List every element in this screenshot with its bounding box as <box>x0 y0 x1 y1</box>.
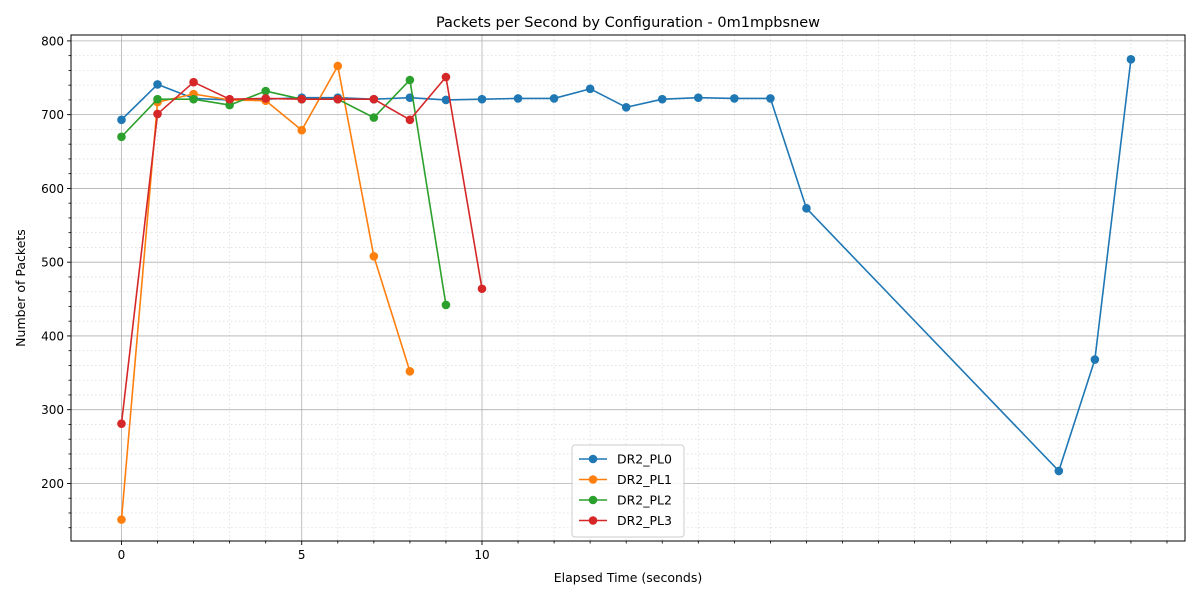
x-axis: 0 5 10 <box>118 541 1168 562</box>
minor-grid <box>71 35 1185 541</box>
series-line <box>120 79 447 306</box>
y-axis: 200 300 400 500 600 700 800 <box>41 34 71 529</box>
data-point <box>585 84 595 94</box>
series-layer <box>117 55 1136 524</box>
legend-item: DR2_PL1 <box>579 472 672 487</box>
y-tick-label: 400 <box>41 329 64 343</box>
data-point <box>441 300 451 310</box>
legend-item: DR2_PL2 <box>579 493 672 508</box>
data-point <box>333 94 343 104</box>
legend-item: DR2_PL3 <box>579 513 672 528</box>
data-point <box>657 94 667 104</box>
data-point <box>189 77 198 87</box>
legend: DR2_PL0 DR2_PL1 DR2_PL2 DR2_PL3 <box>571 444 685 538</box>
data-point <box>369 94 379 104</box>
x-tick-label: 10 <box>474 548 489 562</box>
data-point <box>549 94 559 103</box>
y-tick-label: 200 <box>41 477 64 491</box>
data-point <box>405 115 415 125</box>
data-point <box>369 113 379 122</box>
data-point <box>189 94 198 104</box>
chart-title: Packets per Second by Configuration - 0m… <box>436 15 820 31</box>
data-point <box>405 367 415 376</box>
legend-marker <box>588 475 598 484</box>
legend-label: DR2_PL3 <box>617 513 672 528</box>
x-tick-label: 5 <box>298 548 306 562</box>
legend-label: DR2_PL2 <box>617 493 672 508</box>
data-point <box>297 94 307 104</box>
series-DR2_PL3 <box>117 72 487 429</box>
data-point <box>369 251 379 261</box>
data-point <box>802 204 811 213</box>
y-tick-label: 600 <box>41 182 64 196</box>
legend-marker <box>588 516 598 525</box>
y-tick-label: 300 <box>41 403 64 417</box>
x-tick-label: 0 <box>118 548 126 562</box>
legend-item: DR2_PL0 <box>579 452 672 467</box>
data-point <box>117 132 126 142</box>
data-point <box>477 284 487 294</box>
data-point <box>117 419 126 429</box>
data-point <box>621 102 631 112</box>
legend-label: DR2_PL1 <box>617 472 672 487</box>
data-point <box>513 94 523 103</box>
y-axis-label: Number of Packets <box>13 229 28 347</box>
data-point <box>1054 466 1064 476</box>
legend-box <box>571 444 685 538</box>
data-point <box>694 93 703 102</box>
y-tick-label: 500 <box>41 256 64 270</box>
data-point <box>730 94 739 103</box>
data-point <box>225 94 234 104</box>
data-point <box>1090 355 1100 364</box>
plot-frame <box>70 34 1186 542</box>
series-DR2_PL2 <box>117 75 451 310</box>
legend-marker <box>588 495 598 505</box>
data-point <box>405 75 415 85</box>
legend-marker <box>588 454 598 464</box>
data-point <box>261 86 270 96</box>
y-tick-label: 700 <box>41 108 64 122</box>
data-point <box>1126 55 1136 64</box>
data-point <box>297 125 307 135</box>
data-point <box>225 100 234 110</box>
data-point <box>477 94 487 104</box>
data-point <box>117 115 126 125</box>
y-tick-label: 800 <box>41 34 64 48</box>
legend-label: DR2_PL0 <box>617 452 672 467</box>
data-point <box>153 94 162 104</box>
data-point <box>441 95 451 105</box>
data-point <box>766 94 775 103</box>
data-point <box>261 94 270 103</box>
data-point <box>153 80 162 89</box>
x-axis-label: Elapsed Time (seconds) <box>554 570 703 585</box>
data-point <box>153 109 162 119</box>
data-point <box>333 61 343 71</box>
data-point <box>117 515 126 524</box>
data-point <box>441 72 451 82</box>
series-line <box>120 59 1132 472</box>
